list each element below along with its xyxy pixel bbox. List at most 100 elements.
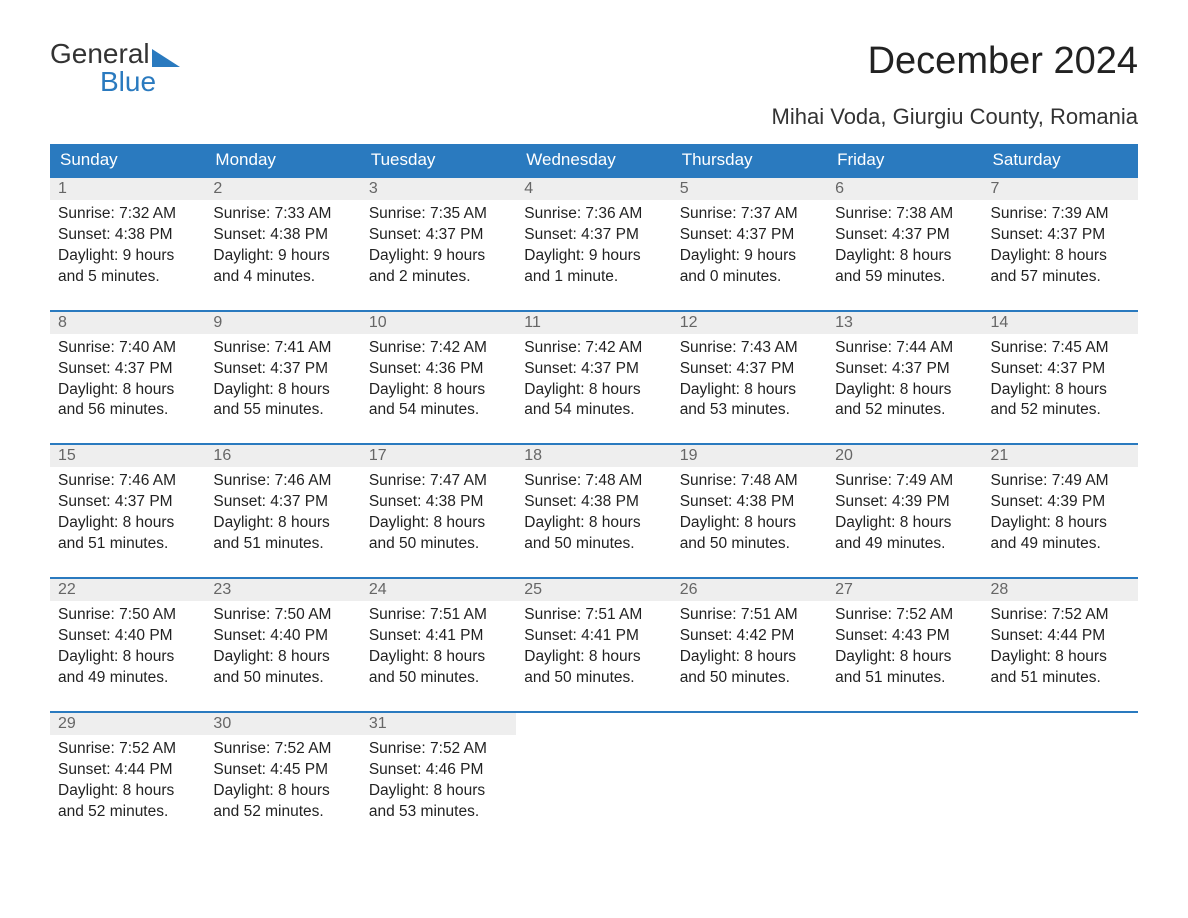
daylight-line-1: Daylight: 9 hours <box>680 246 819 267</box>
calendar-day-cell: 13Sunrise: 7:44 AMSunset: 4:37 PMDayligh… <box>827 311 982 445</box>
daylight-line-1: Daylight: 8 hours <box>369 781 508 802</box>
calendar-day-cell: 3Sunrise: 7:35 AMSunset: 4:37 PMDaylight… <box>361 177 516 311</box>
day-data: Sunrise: 7:49 AMSunset: 4:39 PMDaylight:… <box>827 467 982 555</box>
daylight-line-2: and 52 minutes. <box>213 802 352 823</box>
day-data: Sunrise: 7:45 AMSunset: 4:37 PMDaylight:… <box>983 334 1138 422</box>
sunrise-line: Sunrise: 7:48 AM <box>680 471 819 492</box>
day-data: Sunrise: 7:43 AMSunset: 4:37 PMDaylight:… <box>672 334 827 422</box>
sunrise-line: Sunrise: 7:41 AM <box>213 338 352 359</box>
sunset-line: Sunset: 4:38 PM <box>524 492 663 513</box>
daylight-line-1: Daylight: 8 hours <box>991 647 1130 668</box>
day-data: Sunrise: 7:32 AMSunset: 4:38 PMDaylight:… <box>50 200 205 288</box>
day-data: Sunrise: 7:51 AMSunset: 4:41 PMDaylight:… <box>361 601 516 689</box>
calendar-day-cell: 31Sunrise: 7:52 AMSunset: 4:46 PMDayligh… <box>361 712 516 845</box>
sunrise-line: Sunrise: 7:52 AM <box>213 739 352 760</box>
calendar-day-cell: 8Sunrise: 7:40 AMSunset: 4:37 PMDaylight… <box>50 311 205 445</box>
day-data: Sunrise: 7:39 AMSunset: 4:37 PMDaylight:… <box>983 200 1138 288</box>
daylight-line-1: Daylight: 8 hours <box>213 380 352 401</box>
daylight-line-1: Daylight: 8 hours <box>58 781 197 802</box>
day-number: 19 <box>672 445 827 467</box>
calendar-day-cell: 14Sunrise: 7:45 AMSunset: 4:37 PMDayligh… <box>983 311 1138 445</box>
day-data: Sunrise: 7:41 AMSunset: 4:37 PMDaylight:… <box>205 334 360 422</box>
sunrise-line: Sunrise: 7:38 AM <box>835 204 974 225</box>
day-number: 4 <box>516 178 671 200</box>
daylight-line-2: and 5 minutes. <box>58 267 197 288</box>
daylight-line-2: and 56 minutes. <box>58 400 197 421</box>
header: General Blue December 2024 <box>50 40 1138 96</box>
day-number: 3 <box>361 178 516 200</box>
calendar-week-row: 15Sunrise: 7:46 AMSunset: 4:37 PMDayligh… <box>50 444 1138 578</box>
day-data: Sunrise: 7:51 AMSunset: 4:41 PMDaylight:… <box>516 601 671 689</box>
daylight-line-2: and 51 minutes. <box>835 668 974 689</box>
sunrise-line: Sunrise: 7:36 AM <box>524 204 663 225</box>
calendar-table: Sunday Monday Tuesday Wednesday Thursday… <box>50 144 1138 844</box>
sunset-line: Sunset: 4:43 PM <box>835 626 974 647</box>
daylight-line-1: Daylight: 9 hours <box>524 246 663 267</box>
daylight-line-2: and 57 minutes. <box>991 267 1130 288</box>
sunset-line: Sunset: 4:37 PM <box>524 359 663 380</box>
sunrise-line: Sunrise: 7:46 AM <box>58 471 197 492</box>
day-number: 8 <box>50 312 205 334</box>
daylight-line-1: Daylight: 8 hours <box>213 647 352 668</box>
sunset-line: Sunset: 4:40 PM <box>213 626 352 647</box>
daylight-line-2: and 53 minutes. <box>369 802 508 823</box>
day-data: Sunrise: 7:51 AMSunset: 4:42 PMDaylight:… <box>672 601 827 689</box>
day-number: 14 <box>983 312 1138 334</box>
col-friday: Friday <box>827 144 982 177</box>
logo: General Blue <box>50 40 180 96</box>
daylight-line-1: Daylight: 9 hours <box>213 246 352 267</box>
calendar-day-cell: 23Sunrise: 7:50 AMSunset: 4:40 PMDayligh… <box>205 578 360 712</box>
sunset-line: Sunset: 4:40 PM <box>58 626 197 647</box>
sunset-line: Sunset: 4:37 PM <box>524 225 663 246</box>
day-data: Sunrise: 7:49 AMSunset: 4:39 PMDaylight:… <box>983 467 1138 555</box>
calendar-day-cell: 10Sunrise: 7:42 AMSunset: 4:36 PMDayligh… <box>361 311 516 445</box>
daylight-line-2: and 52 minutes. <box>991 400 1130 421</box>
sunset-line: Sunset: 4:37 PM <box>369 225 508 246</box>
day-data: Sunrise: 7:40 AMSunset: 4:37 PMDaylight:… <box>50 334 205 422</box>
day-data: Sunrise: 7:50 AMSunset: 4:40 PMDaylight:… <box>50 601 205 689</box>
daylight-line-1: Daylight: 8 hours <box>524 380 663 401</box>
daylight-line-2: and 50 minutes. <box>369 534 508 555</box>
sunrise-line: Sunrise: 7:51 AM <box>524 605 663 626</box>
location-subtitle: Mihai Voda, Giurgiu County, Romania <box>50 104 1138 130</box>
logo-text-1: General <box>50 40 150 68</box>
sunset-line: Sunset: 4:38 PM <box>213 225 352 246</box>
calendar-day-cell <box>983 712 1138 845</box>
col-tuesday: Tuesday <box>361 144 516 177</box>
day-data: Sunrise: 7:52 AMSunset: 4:45 PMDaylight:… <box>205 735 360 823</box>
calendar-day-cell <box>672 712 827 845</box>
sunset-line: Sunset: 4:37 PM <box>835 225 974 246</box>
daylight-line-1: Daylight: 8 hours <box>58 380 197 401</box>
calendar-week-row: 1Sunrise: 7:32 AMSunset: 4:38 PMDaylight… <box>50 177 1138 311</box>
day-number: 12 <box>672 312 827 334</box>
daylight-line-2: and 0 minutes. <box>680 267 819 288</box>
sunset-line: Sunset: 4:38 PM <box>369 492 508 513</box>
daylight-line-2: and 52 minutes. <box>58 802 197 823</box>
daylight-line-1: Daylight: 8 hours <box>835 513 974 534</box>
sunrise-line: Sunrise: 7:47 AM <box>369 471 508 492</box>
daylight-line-2: and 52 minutes. <box>835 400 974 421</box>
day-number: 31 <box>361 713 516 735</box>
sunrise-line: Sunrise: 7:42 AM <box>369 338 508 359</box>
sunrise-line: Sunrise: 7:39 AM <box>991 204 1130 225</box>
calendar-day-cell: 9Sunrise: 7:41 AMSunset: 4:37 PMDaylight… <box>205 311 360 445</box>
calendar-day-cell: 16Sunrise: 7:46 AMSunset: 4:37 PMDayligh… <box>205 444 360 578</box>
calendar-day-cell: 7Sunrise: 7:39 AMSunset: 4:37 PMDaylight… <box>983 177 1138 311</box>
calendar-day-cell: 5Sunrise: 7:37 AMSunset: 4:37 PMDaylight… <box>672 177 827 311</box>
daylight-line-1: Daylight: 8 hours <box>680 380 819 401</box>
daylight-line-2: and 54 minutes. <box>524 400 663 421</box>
calendar-day-cell: 17Sunrise: 7:47 AMSunset: 4:38 PMDayligh… <box>361 444 516 578</box>
sunset-line: Sunset: 4:41 PM <box>524 626 663 647</box>
day-number: 15 <box>50 445 205 467</box>
day-data: Sunrise: 7:52 AMSunset: 4:43 PMDaylight:… <box>827 601 982 689</box>
day-data: Sunrise: 7:36 AMSunset: 4:37 PMDaylight:… <box>516 200 671 288</box>
sunset-line: Sunset: 4:38 PM <box>680 492 819 513</box>
daylight-line-2: and 2 minutes. <box>369 267 508 288</box>
sunrise-line: Sunrise: 7:49 AM <box>835 471 974 492</box>
daylight-line-2: and 49 minutes. <box>835 534 974 555</box>
day-number: 16 <box>205 445 360 467</box>
sunrise-line: Sunrise: 7:42 AM <box>524 338 663 359</box>
col-wednesday: Wednesday <box>516 144 671 177</box>
day-data: Sunrise: 7:52 AMSunset: 4:44 PMDaylight:… <box>50 735 205 823</box>
daylight-line-1: Daylight: 8 hours <box>369 513 508 534</box>
